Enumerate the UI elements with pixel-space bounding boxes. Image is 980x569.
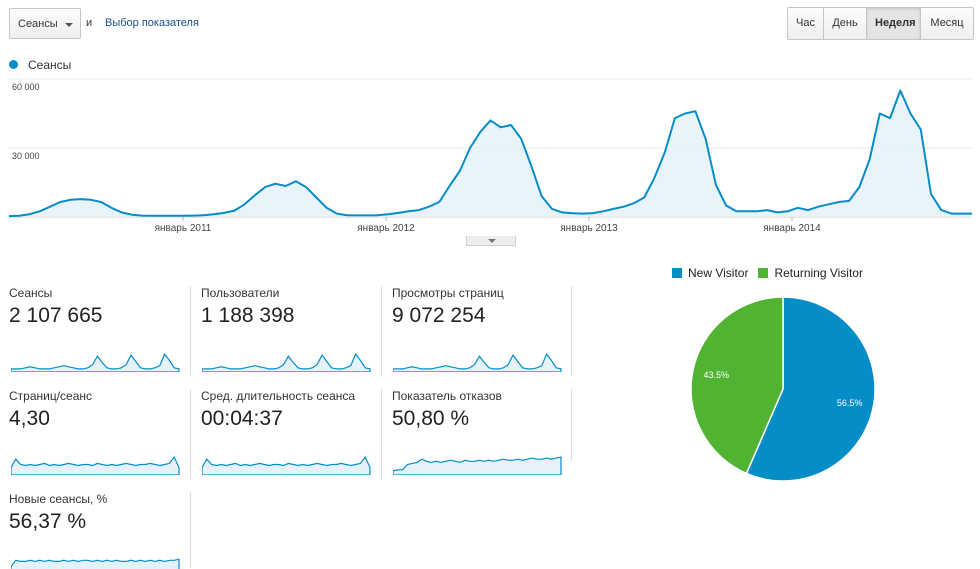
sparkline [202,455,371,475]
scorecard-pages-per-session[interactable]: Страниц/сеанс 4,30 [9,389,189,479]
chevron-down-icon [65,23,73,27]
scorecard-sessions[interactable]: Сеансы 2 107 665 [9,286,189,376]
metric-select-label: Сеансы [18,18,58,30]
scorecard-label: Показатель отказов [392,389,502,403]
pie-slice-new-visitor[interactable] [745,297,876,482]
pie-legend-item-returning[interactable]: Returning Visitor [758,266,863,280]
scorecard-value: 4,30 [9,407,50,430]
sparkline [393,456,562,475]
series-legend-label: Сеансы [28,58,72,72]
sessions-area-chart[interactable]: 60 000 30 000 январь 2011 январь 2012 ян… [0,76,980,238]
and-text: и [86,17,93,29]
scorecard-value: 50,80 % [392,407,470,430]
legend-label: Returning Visitor [774,266,863,280]
x-tick-label-2012: январь 2012 [357,223,415,234]
metric-select[interactable]: Сеансы [9,8,81,39]
scorecard-divider [571,389,573,461]
scorecard-value: 1 188 398 [201,304,295,327]
sessions-line [8,89,972,218]
scorecard-label: Пользователи [201,286,280,300]
period-hour-button[interactable]: Час [788,8,824,39]
scorecard-value: 00:04:37 [201,407,283,430]
sparkline [11,455,180,475]
visitor-type-pie[interactable]: 56.5% 43.5% [688,297,878,487]
scorecard-label: Сред. длительность сеанса [201,389,356,403]
legend-label: New Visitor [688,266,749,280]
series-legend-dot [9,60,18,69]
period-month-button[interactable]: Месяц [921,8,973,39]
period-week-button[interactable]: Неделя [867,8,921,39]
pie-slice-returning-visitor[interactable] [690,297,784,475]
scorecard-label: Сеансы [9,286,53,300]
legend-swatch [672,268,682,278]
sessions-area-fill [9,90,972,217]
period-day-button[interactable]: День [824,8,867,39]
y-tick-60000: 60 000 [12,82,40,92]
chart-collapse-handle[interactable] [466,236,516,246]
y-tick-30000: 30 000 [12,151,40,161]
scorecard-users[interactable]: Пользователи 1 188 398 [190,286,371,376]
scorecard-new-sessions[interactable]: Новые сеансы, % 56,37 % [9,492,189,569]
pie-legend-item-new[interactable]: New Visitor [672,266,748,280]
pie-slice-label-new: 56.5% [837,398,863,408]
scorecard-value: 9 072 254 [392,304,486,327]
pie-slice-label-returning: 43.5% [704,370,730,380]
scorecard-value: 2 107 665 [9,304,103,327]
sparkline [11,558,180,569]
scorecard-value: 56,37 % [9,510,87,533]
pie-legend: New Visitor Returning Visitor [672,266,873,280]
sparkline [11,352,180,372]
scorecard-divider [190,492,192,568]
legend-swatch [758,268,769,278]
scorecard-label: Просмотры страниц [392,286,504,300]
pick-metric-link[interactable]: Выбор показателя [105,17,199,29]
sparkline [202,352,371,372]
x-tick-label-2013: январь 2013 [560,223,618,234]
scorecard-avg-session-duration[interactable]: Сред. длительность сеанса 00:04:37 [190,389,371,479]
sparkline [393,352,562,372]
scorecard-bounce-rate[interactable]: Показатель отказов 50,80 % [381,389,562,479]
x-tick-label-2014: январь 2014 [763,223,821,234]
scorecard-label: Страниц/сеанс [9,389,93,403]
scorecard-label: Новые сеансы, % [9,492,108,506]
scorecard-divider [571,286,573,376]
scorecard-pageviews[interactable]: Просмотры страниц 9 072 254 [381,286,562,376]
period-toggle-group: Час День Неделя Месяц [787,7,974,40]
x-tick-label-2011: январь 2011 [155,223,212,234]
